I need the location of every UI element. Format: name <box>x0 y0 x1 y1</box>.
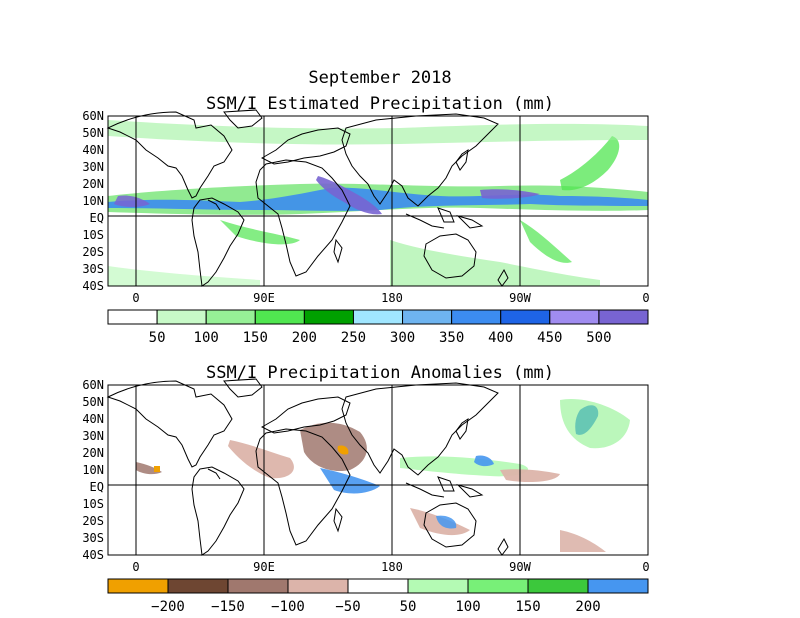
panel1-lat-label: 10N <box>82 194 104 208</box>
colorbar2-label: 150 <box>515 599 540 615</box>
colorbar1-swatch <box>402 309 453 325</box>
panel2-lat-label: 10S <box>82 497 104 511</box>
colorbar1-label: 150 <box>243 330 268 346</box>
colorbar1-label: 250 <box>341 330 366 346</box>
panel2-lat-label: 60N <box>82 378 104 392</box>
colorbar1: 50 100 150 200 250 300 350 400 450 500 <box>107 309 649 346</box>
panel1-lat-label: 30N <box>82 160 104 174</box>
colorbar2-label: −150 <box>211 599 245 615</box>
panel2-lat-label: 30N <box>82 429 104 443</box>
panel1-lon-labels: 0 90E 180 90W 0 <box>132 291 649 305</box>
panel1-lat-label: 50N <box>82 126 104 140</box>
panel1-lat-label: 20N <box>82 177 104 191</box>
panel1-lat-label: 60N <box>82 109 104 123</box>
panel1-map <box>107 109 649 287</box>
panel2-anomaly-field <box>136 398 630 552</box>
panel2-lon-label: 90W <box>509 560 531 574</box>
colorbar2-swatch <box>167 578 229 594</box>
colorbar1-swatch <box>107 309 158 325</box>
colorbar2: −200 −150 −100 −50 50 100 150 200 <box>107 578 649 615</box>
colorbar2-swatch <box>107 578 169 594</box>
colorbar2-swatch <box>467 578 529 594</box>
colorbar1-label: 50 <box>149 330 166 346</box>
panel2-lat-label: 40S <box>82 548 104 562</box>
colorbar2-swatch <box>347 578 409 594</box>
panel2-lat-label: 50N <box>82 395 104 409</box>
panel2-lon-label: 0 <box>132 560 139 574</box>
panel2-lat-labels: 60N 50N 40N 30N 20N 10N EQ 10S 20S 30S 40S <box>82 378 104 562</box>
colorbar2-label: 200 <box>575 599 600 615</box>
panel1-lat-label: 10S <box>82 228 104 242</box>
panel2-lat-label: 20S <box>82 514 104 528</box>
colorbar1-swatch <box>451 309 502 325</box>
colorbar2-swatch <box>527 578 589 594</box>
colorbar1-swatch <box>352 309 404 325</box>
colorbar2-swatch <box>587 578 649 594</box>
panel1-lon-label: 0 <box>132 291 139 305</box>
panel2-lat-label: 30S <box>82 531 104 545</box>
panel1-lon-label: 0 <box>642 291 649 305</box>
colorbar1-label: 400 <box>488 330 513 346</box>
colorbar1-label: 500 <box>586 330 611 346</box>
panel2-lon-label: 0 <box>642 560 649 574</box>
colorbar2-label: 50 <box>400 599 417 615</box>
colorbar1-label: 450 <box>537 330 562 346</box>
panel1-lon-label: 90W <box>509 291 531 305</box>
panel2-title: SSM/I Precipitation Anomalies (mm) <box>206 363 554 383</box>
panel2-lat-label: 20N <box>82 446 104 460</box>
colorbar1-swatch <box>549 309 600 325</box>
colorbar1-swatch <box>303 309 354 325</box>
panel2-map <box>107 378 649 556</box>
colorbar2-label: −50 <box>335 599 360 615</box>
colorbar2-swatch <box>227 578 289 594</box>
panel2-lat-label: EQ <box>90 480 104 494</box>
panel2-lon-labels: 0 90E 180 90W 0 <box>132 560 649 574</box>
colorbar1-label: 200 <box>292 330 317 346</box>
panel2-lat-label: 40N <box>82 412 104 426</box>
panel1-lon-label: 90E <box>253 291 275 305</box>
panel1-lat-label: EQ <box>90 211 104 225</box>
panel1-lat-label: 30S <box>82 262 104 276</box>
colorbar1-label: 300 <box>390 330 415 346</box>
colorbar2-label: −200 <box>151 599 185 615</box>
colorbar1-label: 350 <box>439 330 464 346</box>
panel1-lat-label: 40N <box>82 143 104 157</box>
panel1-lat-label: 20S <box>82 245 104 259</box>
colorbar2-swatch <box>287 578 349 594</box>
colorbar2-label: −100 <box>271 599 305 615</box>
colorbar1-swatch <box>254 309 305 325</box>
colorbar1-swatch <box>598 309 649 325</box>
colorbar1-swatch <box>500 309 551 325</box>
colorbar1-swatch <box>156 309 207 325</box>
panel2-lat-label: 10N <box>82 463 104 477</box>
colorbar1-swatch <box>205 309 256 325</box>
panel1-title: SSM/I Estimated Precipitation (mm) <box>206 94 554 114</box>
panel1-precip-field <box>108 120 648 286</box>
panel1-lat-labels: 60N 50N 40N 30N 20N 10N EQ 10S 20S 30S 40S <box>82 109 104 293</box>
colorbar2-swatch <box>407 578 469 594</box>
figure-date: September 2018 <box>308 68 452 88</box>
panel1-lat-label: 40S <box>82 279 104 293</box>
colorbar2-label: 100 <box>455 599 480 615</box>
panel2-lon-label: 90E <box>253 560 275 574</box>
panel2-lon-label: 180 <box>381 560 403 574</box>
colorbar1-label: 100 <box>194 330 219 346</box>
panel1-lon-label: 180 <box>381 291 403 305</box>
